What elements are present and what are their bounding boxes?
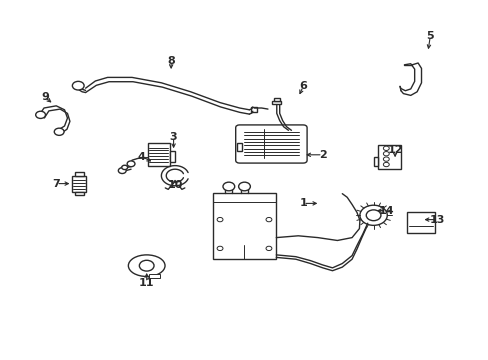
Text: 2: 2 — [318, 150, 326, 160]
Text: 8: 8 — [167, 56, 175, 66]
Text: 4: 4 — [138, 152, 145, 162]
Circle shape — [383, 157, 388, 161]
Circle shape — [265, 217, 271, 222]
Circle shape — [238, 182, 250, 191]
Bar — [212, 193, 276, 259]
Text: 10: 10 — [167, 180, 183, 190]
Text: 12: 12 — [386, 145, 402, 156]
Bar — [251, 107, 257, 112]
Circle shape — [217, 217, 223, 222]
Circle shape — [265, 246, 271, 251]
Circle shape — [383, 152, 388, 156]
Circle shape — [118, 168, 126, 174]
Circle shape — [359, 205, 386, 225]
Bar — [377, 145, 400, 169]
Circle shape — [36, 111, 45, 118]
Text: 11: 11 — [139, 278, 154, 288]
Circle shape — [383, 146, 388, 150]
Circle shape — [217, 246, 223, 251]
Bar — [273, 98, 279, 101]
Text: 6: 6 — [299, 81, 306, 91]
Circle shape — [127, 161, 135, 167]
Circle shape — [366, 210, 380, 221]
Circle shape — [383, 162, 388, 167]
Bar — [169, 151, 174, 162]
Text: 9: 9 — [41, 92, 49, 102]
Circle shape — [223, 182, 234, 191]
Text: 7: 7 — [52, 179, 60, 189]
Circle shape — [72, 81, 84, 90]
Text: 3: 3 — [169, 132, 177, 142]
Bar — [406, 212, 434, 233]
Bar — [75, 192, 83, 195]
Text: 5: 5 — [426, 31, 433, 41]
Circle shape — [139, 260, 154, 271]
Bar — [373, 157, 378, 166]
Text: 1: 1 — [299, 198, 306, 208]
Text: 13: 13 — [429, 215, 445, 225]
Bar — [72, 176, 86, 192]
Circle shape — [122, 165, 127, 170]
Bar — [236, 143, 241, 151]
Bar — [75, 172, 83, 176]
FancyBboxPatch shape — [235, 125, 306, 163]
Ellipse shape — [128, 255, 165, 276]
Text: 14: 14 — [378, 206, 393, 216]
Bar — [147, 143, 169, 166]
Bar — [272, 101, 281, 104]
Bar — [149, 274, 160, 278]
Circle shape — [54, 128, 64, 135]
